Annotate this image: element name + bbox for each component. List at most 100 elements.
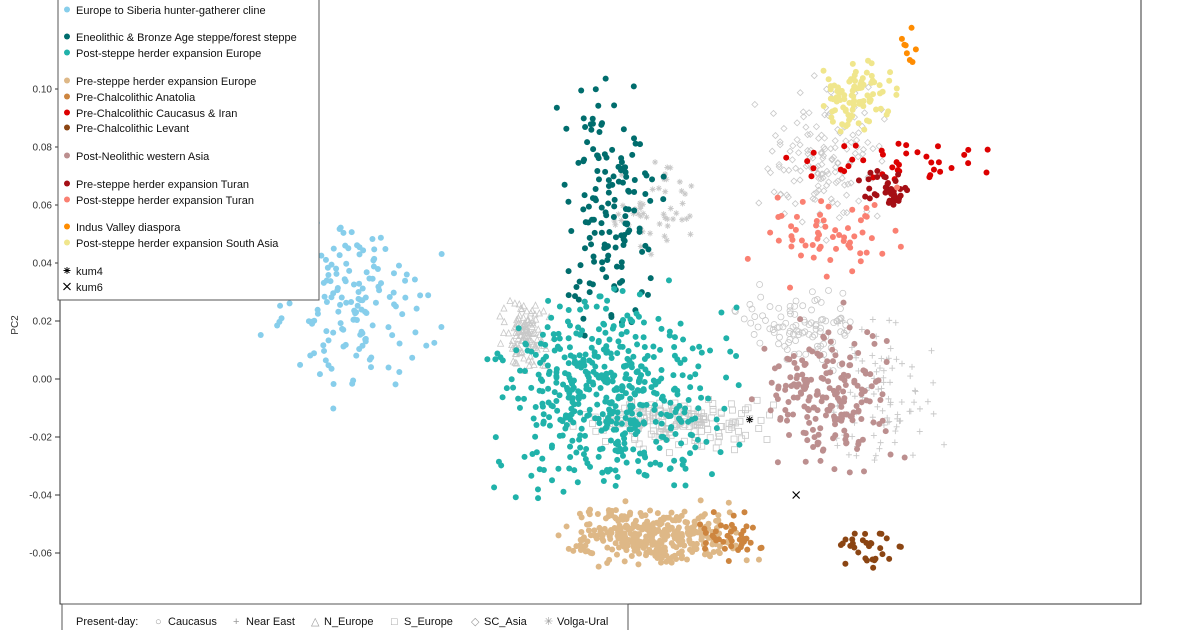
data-point [629, 539, 636, 546]
data-point [340, 343, 347, 350]
data-point [647, 461, 654, 468]
data-point [821, 145, 829, 153]
data-point [703, 438, 710, 445]
data-point [592, 427, 600, 435]
data-point [721, 545, 728, 552]
data-point [667, 465, 674, 472]
data-point [626, 376, 633, 383]
data-point [741, 509, 748, 516]
data-point [786, 147, 794, 155]
data-point [809, 154, 817, 162]
data-point [545, 297, 552, 304]
data-point [810, 165, 817, 172]
data-point [390, 289, 397, 296]
data-point [695, 405, 702, 412]
data-point [533, 449, 540, 456]
data-point [705, 395, 712, 402]
data-point [802, 430, 809, 437]
data-point [847, 244, 854, 251]
present-day-item-sc-asia: ◇ SC_Asia [471, 616, 528, 628]
data-point [666, 526, 673, 533]
data-point [897, 243, 904, 250]
data-point [565, 307, 572, 314]
data-point [571, 401, 578, 408]
data-point [876, 530, 883, 537]
data-point [643, 172, 650, 179]
data-point [802, 242, 809, 249]
data-point [767, 407, 774, 414]
data-point [907, 408, 914, 415]
data-point [577, 444, 584, 451]
data-point [525, 361, 533, 369]
data-point [325, 337, 332, 344]
data-point [830, 319, 838, 327]
data-point [840, 299, 847, 306]
data-point [797, 252, 804, 259]
data-point [681, 508, 688, 515]
data-point [503, 385, 510, 392]
data-point [604, 297, 611, 304]
data-point [872, 452, 879, 459]
data-point [756, 339, 764, 347]
data-point [640, 334, 647, 341]
data-point [621, 430, 628, 437]
data-point [846, 116, 853, 123]
data-point [845, 163, 852, 170]
data-point [665, 277, 672, 284]
data-point [728, 543, 735, 550]
data-point [870, 390, 877, 397]
data-point [863, 204, 870, 211]
data-point [681, 356, 688, 363]
data-point [607, 369, 614, 376]
data-point [660, 173, 667, 180]
data-point [878, 385, 885, 392]
data-point [715, 512, 722, 519]
data-point [834, 88, 841, 95]
data-point [823, 394, 830, 401]
data-point [577, 536, 584, 543]
data-point [749, 524, 756, 531]
legend-label: Eneolithic & Bronze Age steppe/forest st… [76, 32, 297, 44]
data-point [532, 351, 539, 358]
data-point [786, 431, 793, 438]
data-point [632, 333, 639, 340]
data-point [323, 299, 330, 306]
data-point [369, 322, 376, 329]
data-point [893, 356, 900, 363]
data-point [789, 142, 797, 150]
data-point [793, 136, 801, 144]
data-point [755, 199, 763, 207]
legend-marker [64, 33, 70, 40]
data-point [534, 325, 542, 333]
data-point [602, 398, 609, 405]
data-point [855, 438, 862, 445]
data-point [517, 348, 525, 356]
data-point [803, 376, 810, 383]
data-point [788, 223, 795, 230]
data-point [924, 398, 931, 405]
data-point [652, 159, 659, 166]
data-point [589, 379, 596, 386]
data-point [500, 328, 508, 336]
data-point [678, 440, 685, 447]
y-tick-label: 0.06 [33, 201, 53, 212]
data-point [402, 294, 409, 301]
data-point [595, 326, 602, 333]
data-point [592, 186, 599, 193]
data-point [596, 129, 603, 136]
data-point [815, 186, 823, 194]
data-point [618, 155, 625, 162]
data-point [787, 374, 794, 381]
data-point [639, 387, 646, 394]
data-point [846, 362, 853, 369]
data-point [754, 323, 762, 331]
data-point [515, 311, 524, 319]
data-point [603, 347, 610, 354]
data-point [844, 180, 852, 188]
data-point [586, 234, 593, 241]
data-point [799, 108, 807, 116]
data-point [873, 212, 881, 220]
data-point [615, 535, 622, 542]
data-point [785, 339, 792, 346]
data-point [767, 229, 774, 236]
